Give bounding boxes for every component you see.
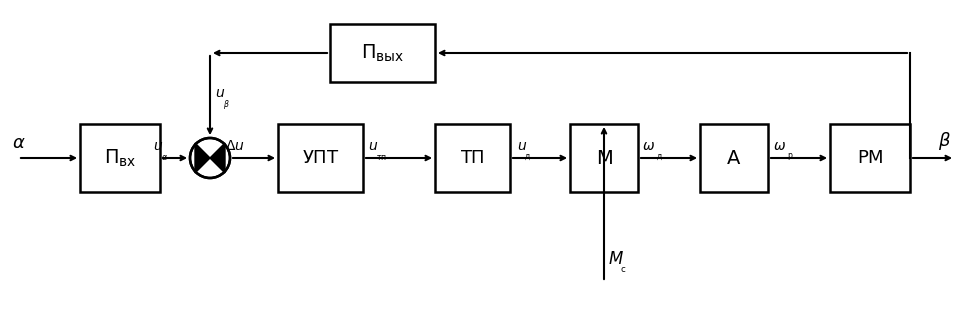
- Text: $_\mathrm{д}$: $_\mathrm{д}$: [656, 153, 663, 163]
- Polygon shape: [195, 143, 210, 173]
- Bar: [700, 124, 768, 192]
- Text: $\alpha$: $\alpha$: [12, 134, 25, 152]
- Text: $_\beta$: $_\beta$: [223, 98, 230, 113]
- Bar: [330, 24, 435, 82]
- Text: $u$: $u$: [153, 139, 163, 153]
- Text: $\mathsf{РМ}$: $\mathsf{РМ}$: [856, 149, 883, 167]
- Text: $\Delta u$: $\Delta u$: [225, 139, 244, 153]
- Text: $\mathsf{А}$: $\mathsf{А}$: [727, 148, 741, 167]
- Bar: [80, 124, 160, 192]
- Bar: [570, 124, 638, 192]
- Bar: [278, 124, 363, 192]
- Text: $\omega$: $\omega$: [642, 139, 655, 153]
- Text: $u$: $u$: [517, 139, 527, 153]
- Text: $_\alpha$: $_\alpha$: [161, 153, 168, 163]
- Text: $\beta$: $\beta$: [938, 130, 951, 152]
- Polygon shape: [210, 143, 225, 173]
- Text: $\mathsf{М}$: $\mathsf{М}$: [595, 148, 612, 167]
- Bar: [830, 124, 910, 192]
- Text: $\Pi_{\mathsf{вх}}$: $\Pi_{\mathsf{вх}}$: [104, 147, 136, 169]
- Text: $\omega$: $\omega$: [773, 139, 786, 153]
- Circle shape: [190, 138, 230, 178]
- Text: $u$: $u$: [215, 86, 225, 100]
- Text: $\mathsf{ТП}$: $\mathsf{ТП}$: [460, 149, 485, 167]
- Text: $M$: $M$: [608, 250, 624, 268]
- Text: $\mathsf{УПТ}$: $\mathsf{УПТ}$: [302, 149, 340, 167]
- Text: $u$: $u$: [368, 139, 378, 153]
- Text: $_\mathrm{р}$: $_\mathrm{р}$: [787, 152, 794, 164]
- Text: $_\mathrm{д}$: $_\mathrm{д}$: [524, 153, 531, 163]
- Text: $_\mathrm{с}$: $_\mathrm{с}$: [620, 262, 627, 275]
- Text: $_\mathrm{тп}$: $_\mathrm{тп}$: [376, 153, 387, 163]
- Text: $\Pi_{\mathsf{вых}}$: $\Pi_{\mathsf{вых}}$: [361, 42, 404, 64]
- Bar: [435, 124, 510, 192]
